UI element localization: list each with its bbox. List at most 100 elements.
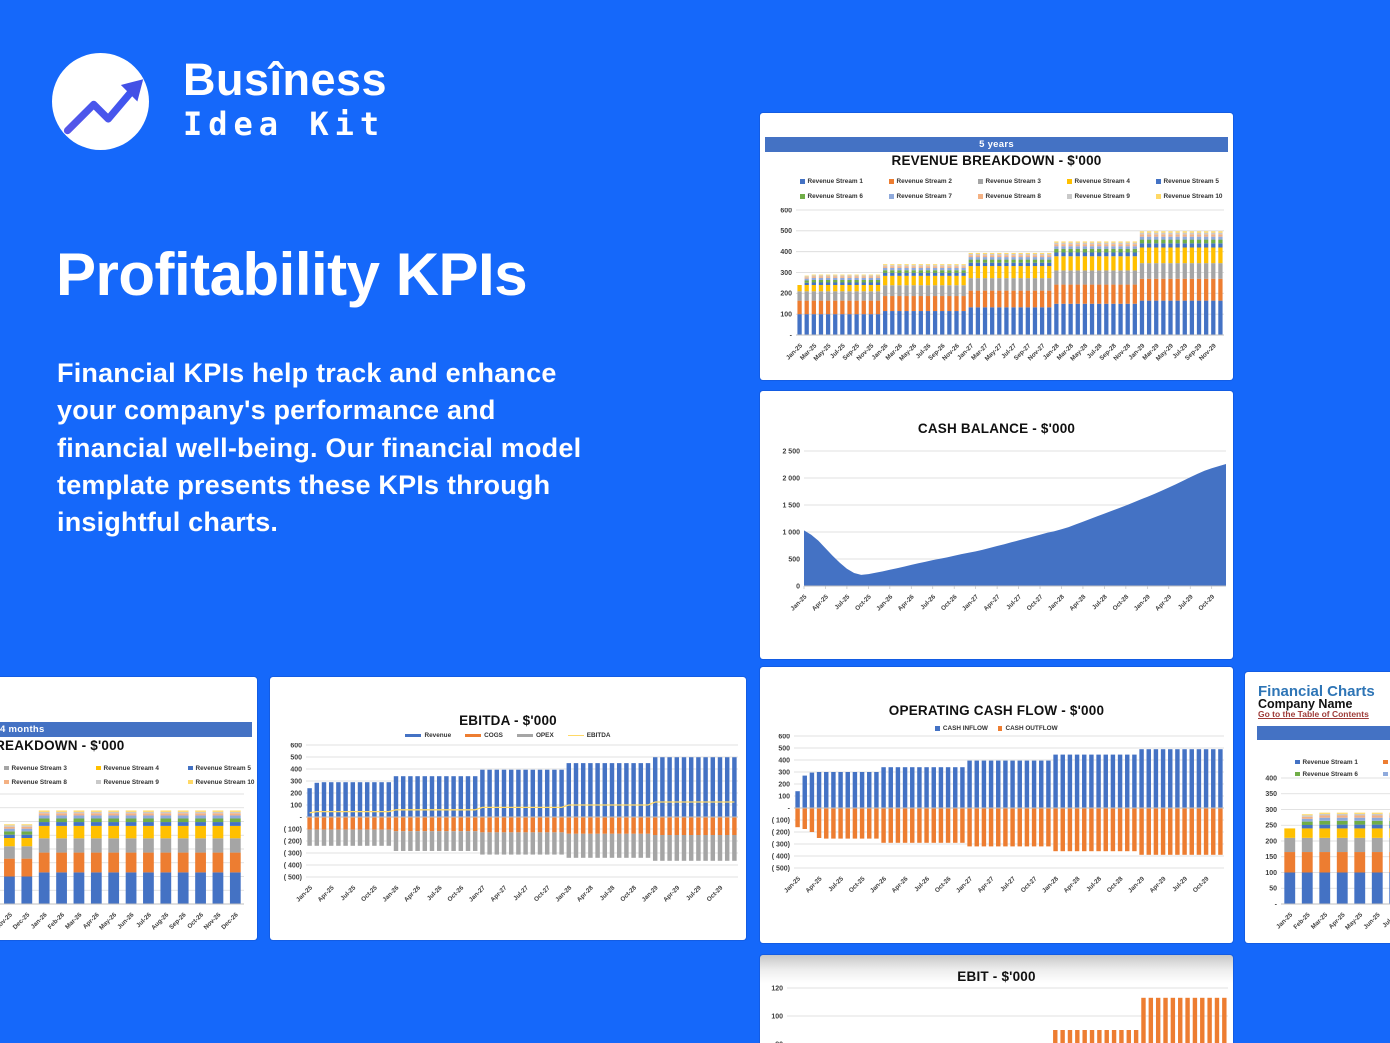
svg-text:( 300): ( 300)	[284, 850, 302, 857]
svg-text:200: 200	[1265, 838, 1277, 845]
legend-label: Revenue Stream 4	[103, 764, 159, 772]
legend-item: Revenue Stream 1	[1295, 759, 1383, 766]
chart-ebitda: 600 500 400 300 200 100 - ( 100) ( 200) ( 300) ( 4…	[270, 743, 746, 936]
chart-revenue-breakdown-5y: 600 500 400 300 200 100- Jan-25 Mar-25 May-25 Jul…	[760, 208, 1233, 376]
chart-legend: CASH INFLOW CASH OUTFLOW	[760, 725, 1233, 732]
svg-text:Oct-29: Oct-29	[1197, 593, 1216, 612]
legend-item: COGS	[465, 732, 503, 739]
legend-item: Revenue	[405, 732, 451, 739]
svg-text:Jul-25: Jul-25	[339, 884, 357, 902]
table-of-contents-link[interactable]: Go to the Table of Contents	[1258, 709, 1369, 719]
legend-item: Revenue Stream 10	[188, 779, 280, 786]
legend-swatch-icon	[1156, 194, 1161, 199]
svg-text:-: -	[790, 332, 793, 339]
sheet-tab-5-years: 5 years	[765, 137, 1228, 152]
svg-text:400: 400	[780, 249, 792, 256]
legend-item: Revenue Stream 5	[188, 765, 280, 772]
legend-label: Revenue	[424, 732, 452, 739]
svg-text:Jan-26: Jan-26	[869, 875, 888, 894]
legend-swatch-icon	[1067, 194, 1072, 199]
company-name: Company Name	[1258, 697, 1353, 711]
legend-swatch-icon	[1295, 771, 1300, 777]
chart-canvas: 600 500 400 300 200 100 - ( 100) ( 200) ( 300) ( 4…	[284, 743, 738, 904]
panel-ebit: EBIT - $'000 120 100 80	[760, 955, 1233, 1043]
legend-swatch-icon	[1383, 759, 1388, 765]
svg-text:Jan-29: Jan-29	[641, 884, 660, 903]
svg-text:Jan-26: Jan-26	[30, 911, 49, 930]
chart-canvas: 600500400300200100-Jan-25Mar-25May-25Jul…	[780, 208, 1224, 363]
legend-item: EBITDA	[567, 732, 611, 739]
svg-text:Jan-27: Jan-27	[468, 884, 487, 903]
sheet-tab-24-months: 24 months	[0, 722, 252, 737]
svg-text:Aug-26: Aug-26	[150, 911, 170, 931]
svg-text:Apr-29: Apr-29	[1148, 875, 1167, 894]
svg-text:350: 350	[1265, 791, 1277, 798]
panel-revenue-breakdown-5y: 5 years REVENUE BREAKDOWN - $'000 Revenu…	[760, 113, 1233, 380]
legend-label: Revenue Stream 3	[985, 178, 1041, 185]
legend-swatch-icon	[4, 779, 9, 785]
svg-text:Oct-29: Oct-29	[1192, 875, 1211, 894]
legend-swatch-icon	[188, 765, 193, 771]
chart-title: EBIT - $'000	[957, 969, 1036, 984]
sheet-tab-12-months	[1257, 726, 1390, 740]
legend-label: Revenue Stream 9	[103, 778, 159, 786]
legend-label: Revenue Stream 8	[985, 193, 1041, 200]
svg-text:Jul-29: Jul-29	[1171, 875, 1189, 893]
legend-label: Revenue Stream 5	[1163, 178, 1219, 185]
chart-title: REVENUE BREAKDOWN - $'000	[891, 153, 1102, 168]
panel-operating-cash-flow: OPERATING CASH FLOW - $'000 CASH INFLOW C…	[760, 667, 1233, 943]
svg-text:Apr-27: Apr-27	[976, 875, 995, 894]
svg-text:Apr-25: Apr-25	[804, 875, 823, 894]
chart-canvas: 400 350 300 250 200 150 100 50 - Jan-25Feb-25Mar-…	[1265, 775, 1390, 932]
svg-text:600: 600	[778, 734, 790, 740]
chart-ebit: 120 100 80	[760, 955, 1233, 1043]
sheet-title: Financial Charts	[1258, 683, 1375, 700]
svg-text:Apr-27: Apr-27	[982, 593, 1001, 612]
svg-text:200: 200	[290, 790, 302, 797]
legend-item: Revenue Stream 6	[1295, 771, 1383, 778]
legend-swatch-icon	[465, 733, 482, 738]
svg-text:Oct-25: Oct-25	[360, 884, 379, 903]
legend-swatch-icon	[1156, 179, 1161, 184]
legend-item: Revenue Stream 7	[889, 193, 978, 200]
chart-canvas: 120 100 80	[771, 985, 1228, 1043]
svg-text:Jan-28: Jan-28	[1041, 875, 1060, 894]
svg-text:Jul-25: Jul-25	[827, 875, 845, 893]
svg-text:500: 500	[788, 556, 800, 563]
legend-label: Revenue Stream 6	[1302, 770, 1358, 778]
svg-text:400: 400	[1265, 775, 1277, 782]
svg-text:Jun-26: Jun-26	[116, 911, 136, 931]
legend-swatch-icon	[800, 179, 805, 184]
legend-label: Revenue Stream 3	[11, 764, 67, 772]
legend-item: Revenue Stream 1	[800, 178, 889, 185]
legend-item: Revenue Stream 3	[978, 178, 1067, 185]
svg-text:120: 120	[771, 985, 783, 992]
svg-text:Jul-28: Jul-28	[1085, 875, 1103, 893]
svg-text:Apr-26: Apr-26	[890, 875, 909, 894]
legend-label: Revenue Stream 1	[1302, 758, 1358, 766]
svg-text:Jan-29: Jan-29	[1133, 593, 1152, 612]
legend-item: Revenue Stream 2	[1383, 759, 1390, 766]
svg-text:-: -	[788, 805, 791, 812]
svg-text:Jan-26: Jan-26	[381, 884, 400, 903]
svg-text:100: 100	[1265, 870, 1277, 877]
svg-text:Jan-26: Jan-26	[875, 593, 894, 612]
svg-text:Jan-25: Jan-25	[1275, 911, 1294, 930]
legend-swatch-icon	[188, 779, 193, 785]
legend-label: Revenue Stream 7	[896, 193, 952, 200]
panel-revenue-breakdown-24m: 24 months REVENUE BREAKDOWN - $'000 Reve…	[0, 677, 257, 940]
legend-item: Revenue Stream 8	[4, 779, 96, 786]
legend-swatch-icon	[935, 726, 940, 731]
chart-title: CASH BALANCE - $'000	[917, 421, 1076, 436]
legend-item: CASH OUTFLOW	[997, 725, 1058, 732]
svg-text:Oct-25: Oct-25	[848, 875, 867, 894]
svg-text:Apr-27: Apr-27	[489, 884, 508, 903]
svg-text:Mar-26: Mar-26	[64, 911, 84, 931]
legend-label: CASH INFLOW	[942, 725, 988, 732]
svg-text:Feb-26: Feb-26	[47, 911, 67, 931]
svg-text:1 500: 1 500	[782, 502, 800, 509]
